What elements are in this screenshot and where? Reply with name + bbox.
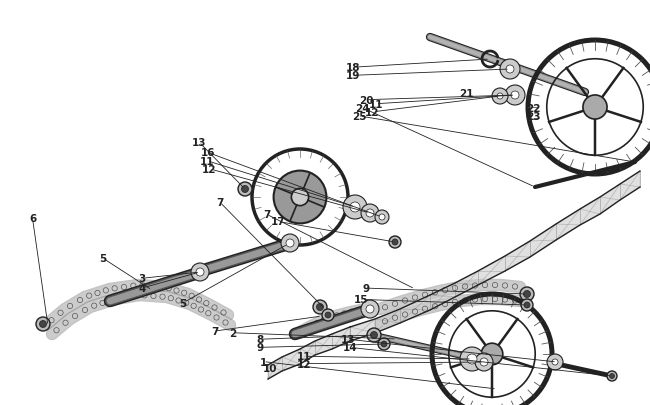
Text: 10: 10: [263, 364, 277, 373]
Circle shape: [378, 338, 390, 350]
Circle shape: [460, 347, 484, 371]
Text: 19: 19: [346, 71, 360, 81]
Text: 14: 14: [343, 343, 357, 352]
Circle shape: [36, 317, 50, 331]
Text: 6: 6: [29, 214, 36, 224]
Text: 13: 13: [341, 335, 355, 344]
Text: 24: 24: [356, 104, 370, 113]
Circle shape: [500, 60, 520, 80]
Circle shape: [361, 205, 379, 222]
Text: 1: 1: [259, 357, 267, 367]
Circle shape: [322, 309, 334, 321]
Text: 16: 16: [201, 148, 215, 158]
Circle shape: [506, 66, 514, 74]
Circle shape: [392, 239, 398, 245]
Text: 7: 7: [216, 198, 224, 207]
Text: 12: 12: [202, 164, 216, 174]
Circle shape: [552, 359, 558, 365]
Circle shape: [481, 343, 503, 365]
Text: 5: 5: [99, 254, 107, 263]
Circle shape: [370, 332, 378, 339]
Polygon shape: [350, 172, 640, 341]
Circle shape: [379, 215, 385, 220]
Text: 11: 11: [200, 156, 214, 166]
Circle shape: [497, 94, 503, 100]
Circle shape: [291, 189, 309, 206]
Circle shape: [281, 234, 299, 252]
Text: 18: 18: [346, 63, 360, 73]
Text: 25: 25: [352, 112, 367, 122]
Circle shape: [511, 92, 519, 100]
Text: 21: 21: [460, 89, 474, 99]
Text: 17: 17: [271, 217, 285, 227]
Text: 11: 11: [369, 100, 383, 109]
Circle shape: [325, 312, 331, 318]
Text: 2: 2: [229, 328, 237, 338]
Text: 3: 3: [138, 274, 146, 284]
Text: 13: 13: [192, 138, 206, 147]
Circle shape: [475, 353, 493, 371]
Text: 23: 23: [526, 112, 540, 122]
Text: 20: 20: [359, 96, 373, 105]
Circle shape: [366, 209, 374, 217]
Text: 9: 9: [363, 284, 369, 293]
Text: 15: 15: [354, 295, 369, 305]
Circle shape: [521, 299, 533, 311]
Circle shape: [467, 354, 477, 364]
Circle shape: [238, 183, 252, 196]
Circle shape: [547, 354, 563, 370]
Text: 8: 8: [256, 335, 264, 344]
Circle shape: [492, 89, 508, 105]
Text: 12: 12: [297, 359, 311, 369]
Circle shape: [242, 186, 248, 193]
Text: 9: 9: [257, 343, 263, 352]
Circle shape: [286, 239, 294, 247]
Circle shape: [343, 196, 367, 220]
Circle shape: [366, 305, 374, 313]
Text: 7: 7: [263, 210, 270, 220]
Circle shape: [520, 287, 534, 301]
Circle shape: [361, 300, 379, 318]
Circle shape: [381, 341, 387, 347]
Circle shape: [274, 171, 326, 224]
Circle shape: [196, 269, 204, 276]
Circle shape: [505, 86, 525, 106]
Text: 22: 22: [526, 104, 540, 113]
Circle shape: [583, 96, 607, 120]
Circle shape: [191, 263, 209, 281]
Circle shape: [523, 291, 530, 298]
Text: 4: 4: [138, 284, 146, 293]
Circle shape: [610, 373, 614, 379]
Circle shape: [317, 304, 324, 311]
Text: 7: 7: [211, 326, 218, 336]
Circle shape: [480, 358, 488, 366]
Circle shape: [524, 302, 530, 308]
Polygon shape: [268, 327, 350, 379]
Circle shape: [389, 237, 401, 248]
Text: 12: 12: [365, 108, 380, 117]
Circle shape: [367, 328, 381, 342]
Circle shape: [40, 321, 47, 328]
Circle shape: [350, 202, 360, 213]
Text: 11: 11: [297, 352, 311, 361]
Circle shape: [313, 300, 327, 314]
Circle shape: [607, 371, 617, 381]
Circle shape: [375, 211, 389, 224]
Text: 5: 5: [179, 298, 187, 308]
